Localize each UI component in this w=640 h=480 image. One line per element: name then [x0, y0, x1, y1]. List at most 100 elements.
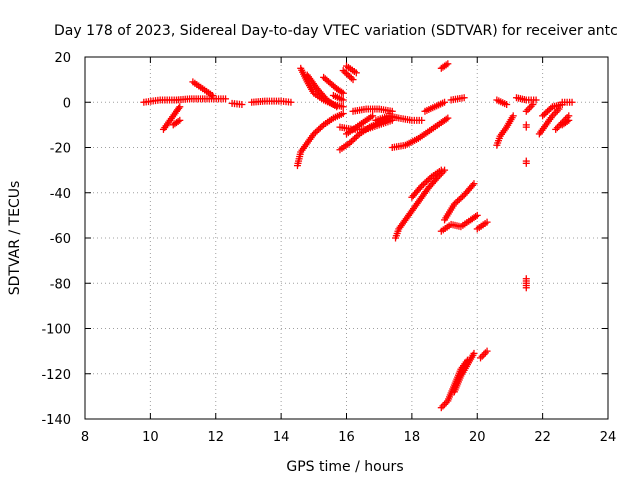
data-point — [423, 177, 431, 185]
x-tick-label: 12 — [207, 430, 224, 445]
data-point — [472, 213, 480, 221]
data-point — [455, 196, 463, 204]
data-point — [483, 347, 491, 355]
data-point — [176, 103, 184, 111]
data-point — [418, 116, 426, 124]
data-point — [419, 180, 427, 188]
data-point — [437, 404, 445, 412]
y-tick-label: -60 — [50, 232, 71, 247]
data-point — [477, 354, 485, 362]
data-point — [459, 193, 467, 201]
x-axis-ticks: 8 10 12 14 16 18 20 22 24 — [81, 57, 616, 445]
data-point — [527, 102, 535, 110]
data-point — [522, 284, 530, 292]
data-point — [565, 116, 573, 124]
data-point — [339, 103, 347, 111]
data-point — [540, 110, 548, 118]
data-point — [346, 139, 354, 147]
data-point — [481, 349, 489, 357]
data-point — [532, 96, 540, 104]
data-point — [568, 98, 576, 106]
data-point — [544, 107, 552, 115]
data-point — [526, 104, 534, 112]
data-point — [483, 218, 491, 226]
data-point — [222, 95, 230, 103]
data-point — [542, 109, 550, 117]
data-points — [140, 60, 576, 412]
data-point — [563, 117, 571, 125]
data-point — [545, 106, 553, 114]
data-point — [346, 73, 354, 81]
data-point — [208, 91, 216, 99]
data-point — [470, 180, 478, 188]
data-point — [347, 137, 355, 145]
data-point — [522, 123, 530, 131]
data-point — [341, 68, 349, 76]
x-tick-label: 22 — [534, 430, 551, 445]
x-tick-label: 16 — [338, 430, 355, 445]
data-point — [315, 125, 323, 133]
data-point — [349, 136, 357, 144]
data-point — [539, 112, 547, 120]
data-point — [441, 400, 449, 408]
data-point — [473, 211, 481, 219]
data-point — [441, 98, 449, 106]
data-point — [444, 114, 452, 122]
data-point — [352, 133, 360, 141]
data-point — [310, 130, 318, 138]
data-point — [316, 124, 324, 132]
y-tick-label: 20 — [54, 51, 71, 66]
data-point — [352, 69, 360, 77]
x-tick-label: 18 — [404, 430, 421, 445]
data-point — [522, 107, 530, 115]
data-point — [369, 112, 377, 120]
data-point — [444, 60, 452, 68]
data-point — [503, 101, 511, 109]
y-tick-label: -80 — [50, 277, 71, 292]
data-point — [344, 71, 352, 79]
x-tick-label: 8 — [81, 430, 89, 445]
y-tick-label: -120 — [41, 368, 71, 383]
data-point — [339, 96, 347, 104]
data-point — [552, 108, 560, 116]
data-point — [318, 122, 326, 130]
data-point — [418, 182, 426, 190]
data-point — [480, 351, 488, 359]
y-tick-label: 0 — [63, 96, 71, 111]
data-point — [454, 197, 462, 205]
x-tick-label: 10 — [142, 430, 159, 445]
data-point — [343, 70, 350, 78]
data-point — [439, 402, 447, 410]
x-axis-label: GPS time / hours — [286, 459, 403, 475]
y-axis-label: SDTVAR / TECUs — [7, 181, 23, 296]
y-tick-label: -140 — [41, 413, 71, 428]
data-point — [470, 349, 478, 357]
data-point — [421, 179, 429, 187]
data-point — [175, 104, 183, 112]
x-tick-label: 14 — [273, 430, 290, 445]
data-point — [338, 88, 346, 96]
y-tick-label: -40 — [50, 187, 71, 202]
y-axis-ticks: 20 0 -20 -40 -60 -80 -100 -120 -140 — [41, 51, 608, 428]
data-point — [522, 159, 530, 167]
data-point — [354, 131, 362, 139]
data-point — [238, 101, 246, 109]
data-point — [547, 104, 555, 112]
data-point — [524, 106, 532, 114]
y-tick-label: -100 — [41, 323, 71, 338]
data-point — [333, 103, 341, 111]
data-point — [529, 101, 537, 109]
data-point — [450, 200, 458, 208]
data-point — [339, 67, 347, 75]
data-point — [313, 127, 321, 135]
chart-title: Day 178 of 2023, Sidereal Day-to-day VTE… — [54, 23, 618, 39]
data-point — [347, 74, 355, 82]
data-point — [457, 194, 465, 202]
data-point — [509, 112, 517, 120]
data-point — [174, 117, 182, 125]
data-point — [424, 176, 432, 184]
data-point — [388, 107, 396, 115]
x-tick-label: 20 — [469, 430, 486, 445]
x-tick-label: 24 — [600, 430, 617, 445]
